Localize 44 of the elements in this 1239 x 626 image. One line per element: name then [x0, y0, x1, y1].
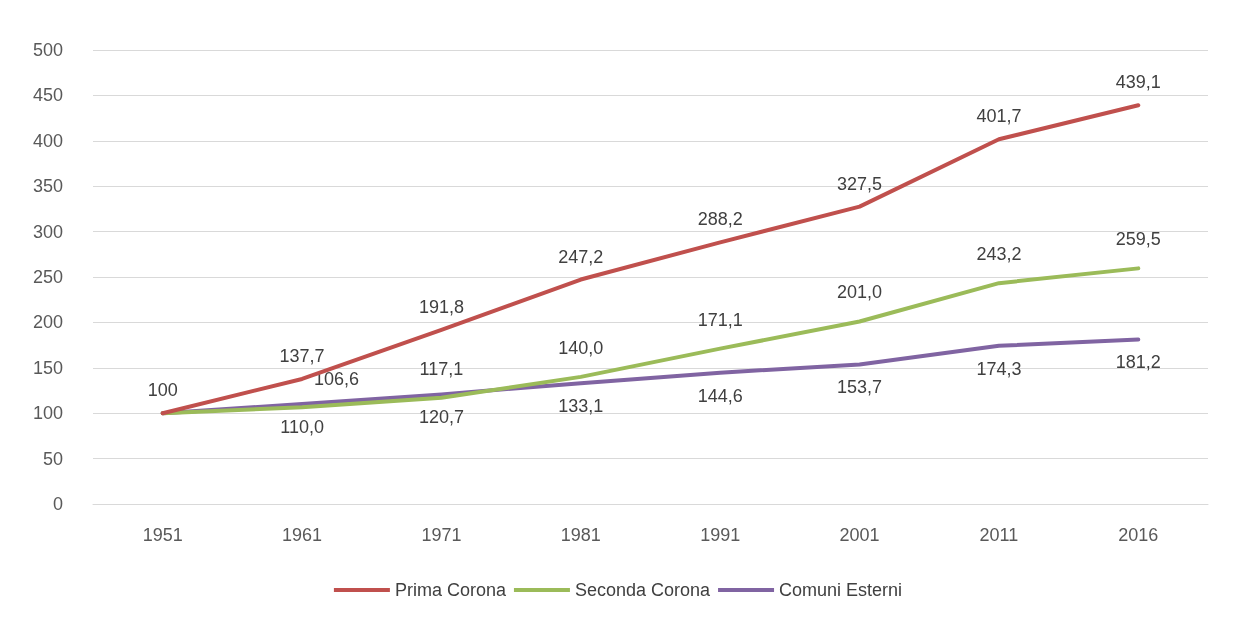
data-label: 327,5 [837, 173, 883, 194]
x-tick-label: 1961 [282, 525, 323, 545]
data-label: 243,2 [976, 244, 1022, 265]
data-label: 120,7 [418, 407, 464, 428]
data-label: 288,2 [697, 209, 743, 230]
data-label: 174,3 [976, 358, 1022, 379]
data-label: 171,1 [697, 309, 743, 330]
y-tick-label: 150 [32, 357, 63, 378]
y-tick-label: 100 [32, 403, 63, 424]
legend-label: Prima Corona [394, 580, 507, 600]
x-tick-label: 1981 [560, 525, 601, 545]
data-label: 140,0 [558, 337, 604, 358]
data-label: 181,2 [1115, 352, 1161, 373]
data-label: 106,6 [314, 369, 360, 390]
data-label: 153,7 [837, 377, 883, 398]
data-label: 247,2 [558, 246, 604, 267]
x-tick-label: 1991 [700, 525, 741, 545]
data-label: 401,7 [976, 106, 1022, 127]
y-tick-label: 0 [52, 494, 63, 514]
legend-label: Comuni Esterni [779, 580, 903, 600]
x-tick-label: 1971 [421, 525, 462, 545]
y-tick-label: 400 [32, 130, 63, 151]
legend-label: Seconda Corona [574, 580, 712, 600]
y-tick-label: 250 [32, 267, 63, 287]
data-label: 133,1 [558, 396, 604, 417]
x-tick-label: 2011 [979, 525, 1019, 545]
x-tick-label: 2016 [1118, 525, 1159, 545]
data-label: 100 [147, 380, 178, 401]
data-label: 201,0 [837, 282, 883, 303]
data-label: 137,7 [279, 345, 325, 366]
y-tick-label: 450 [32, 85, 63, 106]
y-tick-label: 500 [32, 40, 63, 60]
y-tick-label: 50 [42, 448, 63, 469]
data-label: 439,1 [1115, 72, 1161, 93]
x-tick-label: 2001 [839, 525, 880, 545]
data-label: 144,6 [697, 385, 743, 406]
x-tick-label: 1951 [142, 525, 183, 545]
data-label: 117,1 [419, 358, 464, 379]
y-tick-label: 300 [32, 221, 63, 242]
y-tick-label: 200 [32, 312, 63, 333]
data-label: 110,0 [280, 417, 324, 438]
y-tick-label: 350 [32, 176, 63, 197]
data-label: 259,5 [1115, 229, 1161, 250]
data-label: 191,8 [418, 296, 464, 317]
